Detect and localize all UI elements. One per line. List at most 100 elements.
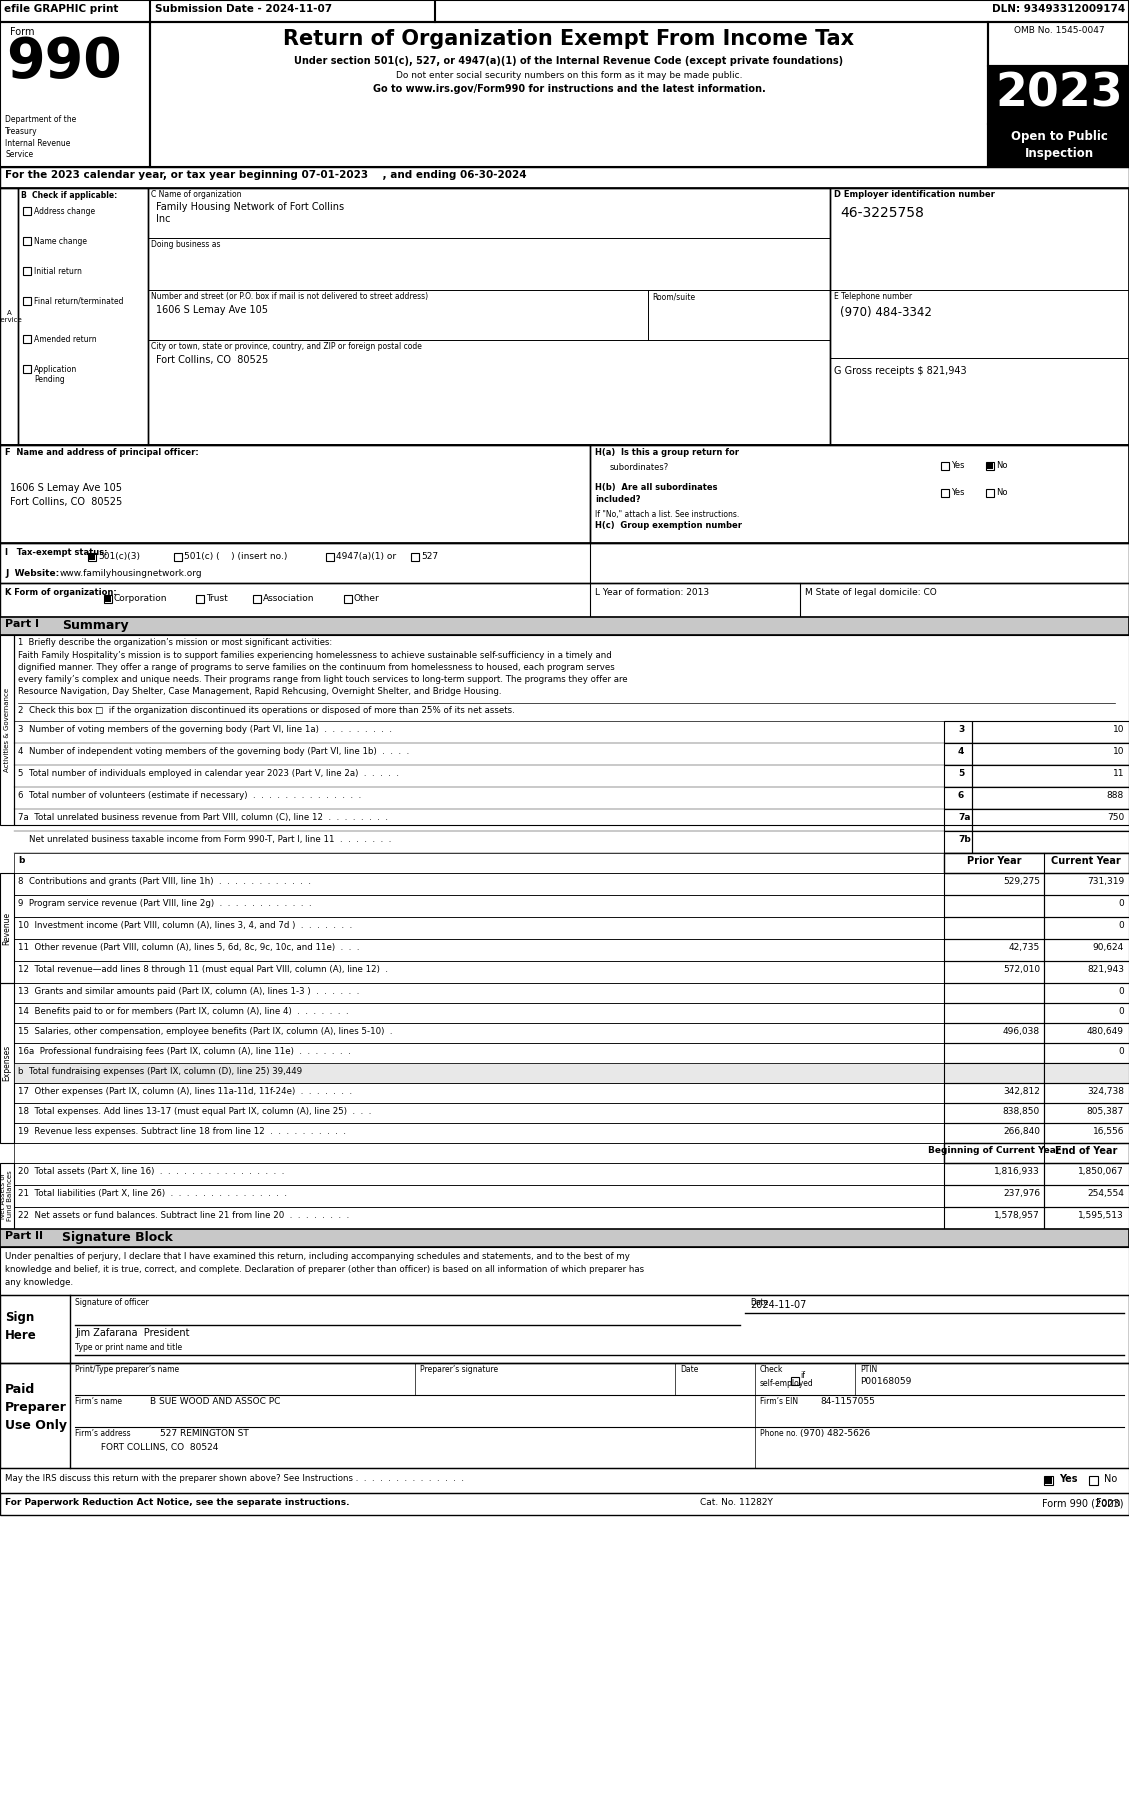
Text: 15  Salaries, other compensation, employee benefits (Part IX, column (A), lines : 15 Salaries, other compensation, employe… (18, 1028, 393, 1037)
Bar (1044, 939, 1129, 960)
Text: 5  Total number of individuals employed in calendar year 2023 (Part V, line 2a) : 5 Total number of individuals employed i… (18, 769, 399, 779)
Text: Return of Organization Exempt From Income Tax: Return of Organization Exempt From Incom… (283, 29, 855, 49)
Text: Preparer’s signature: Preparer’s signature (420, 1364, 498, 1373)
Text: Fort Collins, CO  80525: Fort Collins, CO 80525 (10, 497, 122, 508)
Text: 13  Grants and similar amounts paid (Part IX, column (A), lines 1-3 )  .  .  .  : 13 Grants and similar amounts paid (Part… (18, 988, 359, 997)
Text: Summary: Summary (62, 618, 129, 631)
Bar (14, 1102, 944, 1122)
Bar (972, 742, 1129, 766)
Text: K Form of organization:: K Form of organization: (5, 588, 116, 597)
Text: 42,735: 42,735 (1008, 942, 1040, 951)
Bar (1044, 1002, 1129, 1022)
Text: 18  Total expenses. Add lines 13-17 (must equal Part IX, column (A), line 25)  .: 18 Total expenses. Add lines 13-17 (must… (18, 1108, 371, 1117)
Text: Print/Type preparer’s name: Print/Type preparer’s name (75, 1364, 180, 1373)
Bar (944, 720, 972, 742)
Text: May the IRS discuss this return with the preparer shown above? See Instructions : May the IRS discuss this return with the… (5, 1473, 464, 1482)
Text: Yes: Yes (951, 487, 964, 497)
Bar (0, 1295, 1129, 1362)
Bar (944, 960, 1044, 982)
Bar (1044, 1122, 1129, 1142)
Text: If "No," attach a list. See instructions.: If "No," attach a list. See instructions… (595, 509, 739, 518)
Text: B SUE WOOD AND ASSOC PC: B SUE WOOD AND ASSOC PC (150, 1397, 280, 1406)
Text: Current Year: Current Year (1051, 857, 1121, 866)
Text: 3: 3 (959, 726, 964, 735)
Text: Date: Date (750, 1299, 769, 1308)
Text: B  Check if applicable:: B Check if applicable: (21, 191, 117, 200)
Text: 990: 990 (6, 35, 122, 89)
Text: 2  Check this box □  if the organization discontinued its operations or disposed: 2 Check this box □ if the organization d… (18, 706, 515, 715)
Bar (944, 831, 972, 853)
Bar (14, 1002, 944, 1022)
Text: Application
Pending: Application Pending (34, 366, 77, 384)
Bar (972, 788, 1129, 809)
Bar (944, 788, 972, 809)
Text: 16,556: 16,556 (1093, 1128, 1124, 1137)
Bar (0, 635, 14, 826)
Text: Trust: Trust (205, 595, 228, 604)
Bar (14, 1022, 944, 1042)
Text: 7b: 7b (959, 835, 971, 844)
Text: 572,010: 572,010 (1003, 966, 1040, 973)
Bar (0, 0, 1129, 22)
Bar (1044, 917, 1129, 939)
Text: 1,578,957: 1,578,957 (995, 1211, 1040, 1221)
Bar (14, 1082, 944, 1102)
Bar (14, 635, 1129, 826)
Text: Under penalties of perjury, I declare that I have examined this return, includin: Under penalties of perjury, I declare th… (5, 1251, 630, 1261)
Text: efile GRAPHIC print: efile GRAPHIC print (5, 4, 119, 15)
Bar (23, 296, 30, 306)
Bar (148, 187, 830, 446)
Bar (0, 1162, 14, 1230)
Text: Part I: Part I (5, 618, 40, 629)
Bar (944, 1002, 1044, 1022)
Text: Yes: Yes (951, 460, 964, 469)
Text: No: No (996, 460, 1007, 469)
Text: Signature of officer: Signature of officer (75, 1299, 149, 1308)
Text: 527 REMINGTON ST: 527 REMINGTON ST (160, 1430, 248, 1439)
Bar (987, 464, 994, 469)
Bar (944, 1208, 1044, 1230)
Text: 731,319: 731,319 (1087, 877, 1124, 886)
Text: Beginning of Current Year: Beginning of Current Year (928, 1146, 1060, 1155)
Bar (988, 22, 1129, 65)
Text: For the 2023 calendar year, or tax year beginning 07-01-2023    , and ending 06-: For the 2023 calendar year, or tax year … (5, 169, 526, 180)
Bar (0, 22, 150, 167)
Bar (1044, 982, 1129, 1002)
Text: DLN: 93493312009174: DLN: 93493312009174 (991, 4, 1124, 15)
Text: E Telephone number: E Telephone number (834, 293, 912, 300)
Text: 10  Investment income (Part VIII, column (A), lines 3, 4, and 7d )  .  .  .  .  : 10 Investment income (Part VIII, column … (18, 920, 352, 930)
Text: 2024-11-07: 2024-11-07 (750, 1301, 806, 1310)
Text: P00168059: P00168059 (860, 1377, 911, 1386)
Text: 10: 10 (1112, 726, 1124, 735)
Text: 805,387: 805,387 (1087, 1108, 1124, 1117)
Bar (0, 1362, 1129, 1468)
Bar (1043, 1475, 1052, 1484)
Text: 501(c) (    ) (insert no.): 501(c) ( ) (insert no.) (184, 551, 288, 560)
Text: F  Name and address of principal officer:: F Name and address of principal officer: (5, 447, 199, 457)
Bar (0, 1230, 1129, 1248)
Bar (14, 873, 944, 895)
Text: 1,816,933: 1,816,933 (995, 1168, 1040, 1177)
Text: 496,038: 496,038 (1003, 1028, 1040, 1037)
Bar (972, 766, 1129, 788)
Bar (0, 617, 1129, 635)
Bar (830, 187, 1129, 446)
Bar (14, 853, 944, 873)
Text: 237,976: 237,976 (1003, 1190, 1040, 1199)
Text: 5: 5 (959, 769, 964, 779)
Bar (14, 895, 944, 917)
Text: OMB No. 1545-0047: OMB No. 1545-0047 (1014, 25, 1104, 35)
Text: H(b)  Are all subordinates: H(b) Are all subordinates (595, 484, 718, 491)
Bar (944, 853, 1129, 873)
Text: 4  Number of independent voting members of the governing body (Part VI, line 1b): 4 Number of independent voting members o… (18, 748, 409, 757)
Text: Jim Zafarana  President: Jim Zafarana President (75, 1328, 190, 1339)
Text: 342,812: 342,812 (1004, 1088, 1040, 1097)
Text: Doing business as: Doing business as (151, 240, 220, 249)
Bar (944, 766, 972, 788)
Text: Department of the
Treasury
Internal Revenue
Service: Department of the Treasury Internal Reve… (5, 115, 77, 160)
Text: 7a: 7a (959, 813, 971, 822)
Bar (14, 1184, 944, 1208)
Bar (988, 124, 1129, 167)
Bar (944, 1102, 1044, 1122)
Text: 11  Other revenue (Part VIII, column (A), lines 5, 6d, 8c, 9c, 10c, and 11e)  . : 11 Other revenue (Part VIII, column (A),… (18, 942, 359, 951)
